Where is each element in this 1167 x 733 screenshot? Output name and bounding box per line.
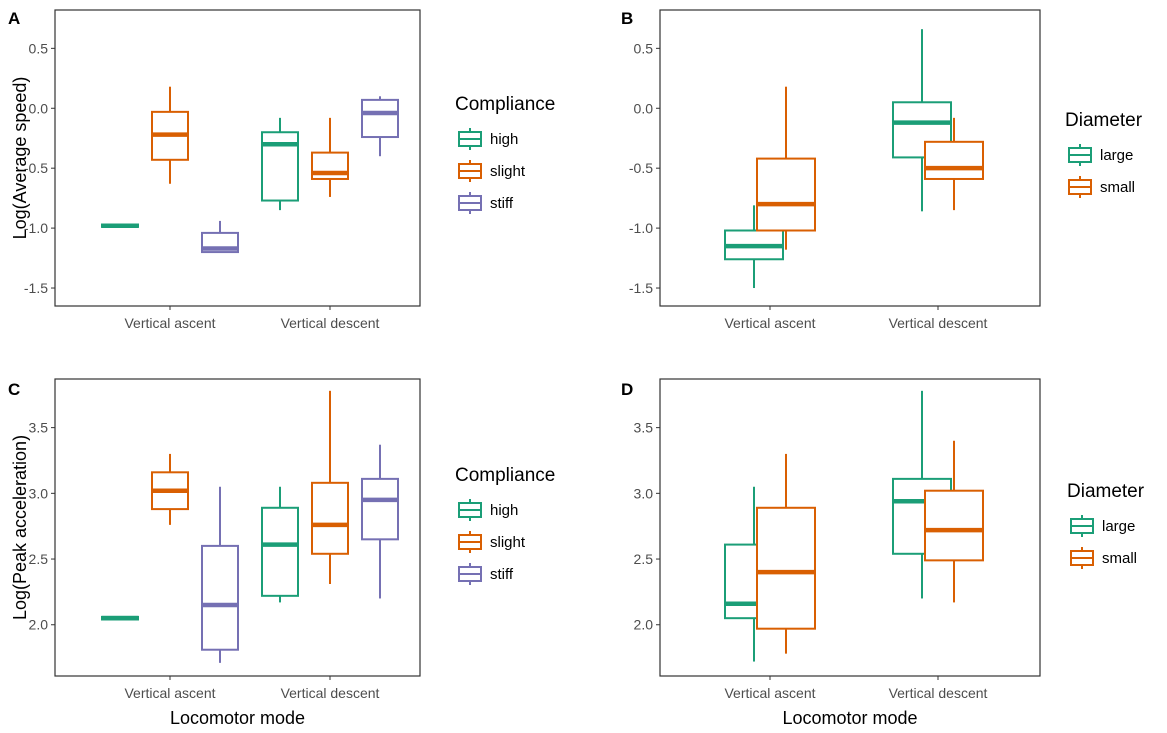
legend-key-large bbox=[1070, 515, 1094, 537]
x-axis-title: Locomotor mode bbox=[170, 708, 305, 728]
box-slight-descent bbox=[311, 390, 349, 585]
plot-frame bbox=[659, 9, 1041, 307]
x-tick-label: Vertical ascent bbox=[724, 685, 815, 701]
box-high-ascent bbox=[101, 615, 139, 621]
x-axis-title: Locomotor mode bbox=[782, 708, 917, 728]
box-high-descent bbox=[261, 486, 299, 603]
box-stiff-ascent bbox=[201, 486, 239, 663]
y-tick-label: -0.5 bbox=[24, 160, 48, 176]
legend-label-stiff: stiff bbox=[490, 566, 514, 583]
plot-frame bbox=[54, 378, 421, 677]
box-slight-descent bbox=[311, 117, 349, 197]
legend-label-small: small bbox=[1100, 179, 1135, 196]
y-tick-label: 3.5 bbox=[634, 420, 654, 436]
legend-label-large: large bbox=[1102, 518, 1135, 535]
y-tick-label: 2.5 bbox=[29, 551, 49, 567]
legend: Compliance high slight stiff bbox=[455, 94, 555, 214]
y-tick-label: -1.0 bbox=[629, 220, 653, 236]
y-tick-label: 0.5 bbox=[634, 40, 654, 56]
legend-label-large: large bbox=[1100, 147, 1133, 164]
legend-key-high bbox=[458, 499, 482, 521]
y-tick-label: 3.0 bbox=[634, 485, 654, 501]
x-tick-label: Vertical ascent bbox=[124, 685, 215, 701]
y-tick-label: -1.5 bbox=[24, 280, 48, 296]
box-body bbox=[924, 140, 984, 180]
box-small-ascent bbox=[756, 86, 816, 250]
y-axis-title: Log(Average speed) bbox=[10, 77, 30, 240]
panel-label: C bbox=[8, 380, 20, 399]
legend: Diameter large small bbox=[1065, 110, 1143, 198]
box-slight-ascent bbox=[151, 86, 189, 184]
box-body bbox=[361, 477, 399, 541]
box-large-descent bbox=[892, 29, 952, 212]
box-large-ascent bbox=[724, 205, 784, 289]
panel-label: D bbox=[621, 380, 633, 399]
box-high-ascent bbox=[101, 223, 139, 228]
plot-frame bbox=[54, 9, 421, 307]
y-tick-label: 2.0 bbox=[634, 617, 654, 633]
plot-frame bbox=[659, 378, 1041, 677]
y-tick-label: 2.0 bbox=[29, 617, 49, 633]
y-tick-label: -0.5 bbox=[629, 160, 653, 176]
legend-key-high bbox=[458, 128, 482, 150]
panel-d: D 3.5 3.0 2.5 2.0 Vertical ascent Vertical des… bbox=[621, 378, 1145, 728]
panel-label: A bbox=[8, 9, 20, 28]
y-tick-label: 0.0 bbox=[29, 100, 49, 116]
legend-title: Compliance bbox=[455, 94, 555, 115]
legend-title: Diameter bbox=[1067, 481, 1145, 502]
box-body bbox=[361, 98, 399, 139]
y-tick-label: 0.5 bbox=[29, 40, 49, 56]
y-tick-label: -1.5 bbox=[629, 280, 653, 296]
x-tick-label: Vertical descent bbox=[889, 685, 988, 701]
legend-label-high: high bbox=[490, 131, 518, 148]
y-tick-label: 3.5 bbox=[29, 420, 49, 436]
box-body bbox=[756, 157, 816, 232]
legend-key-large bbox=[1068, 144, 1092, 166]
box-small-descent bbox=[924, 117, 984, 211]
box-small-ascent bbox=[756, 453, 816, 654]
legend-label-small: small bbox=[1102, 550, 1137, 567]
legend-key-slight bbox=[458, 531, 482, 553]
box-high-descent bbox=[261, 117, 299, 211]
box-small-descent bbox=[924, 440, 984, 603]
legend-label-slight: slight bbox=[490, 163, 526, 180]
x-tick-label: Vertical descent bbox=[889, 315, 988, 331]
panel-c: C 3.5 3.0 2.5 2.0 Vertical ascent Vertical des… bbox=[8, 378, 555, 728]
panel-b: B0.5 0.0 -0.5 -1.0 -1.5 Vertical ascent Vertic… bbox=[621, 9, 1143, 331]
box-slight-ascent bbox=[151, 453, 189, 525]
x-tick-label: Vertical descent bbox=[281, 685, 380, 701]
box-stiff-descent bbox=[361, 96, 399, 157]
legend: Diameter large small bbox=[1067, 481, 1145, 569]
y-tick-label: 2.5 bbox=[634, 551, 654, 567]
box-body bbox=[311, 481, 349, 555]
x-tick-label: Vertical descent bbox=[281, 315, 380, 331]
box-body bbox=[756, 506, 816, 630]
y-tick-label: -1.0 bbox=[24, 220, 48, 236]
x-tick-label: Vertical ascent bbox=[724, 315, 815, 331]
box-body bbox=[924, 489, 984, 562]
legend-key-stiff bbox=[458, 563, 482, 585]
legend-label-high: high bbox=[490, 502, 518, 519]
box-body bbox=[201, 544, 239, 651]
legend-key-small bbox=[1068, 176, 1092, 198]
legend-key-slight bbox=[458, 160, 482, 182]
legend-title: Compliance bbox=[455, 465, 555, 486]
y-tick-label: 3.0 bbox=[29, 485, 49, 501]
box-body bbox=[261, 506, 299, 597]
y-tick-label: 0.0 bbox=[634, 100, 654, 116]
legend-label-slight: slight bbox=[490, 534, 526, 551]
panel-a: A 0.5 0.0 -0.5 -1.0 -1.5 Vertical ascent Vertic… bbox=[8, 9, 555, 331]
legend-title: Diameter bbox=[1065, 110, 1143, 131]
legend: Compliance high slight stiff bbox=[455, 465, 555, 585]
x-tick-label: Vertical ascent bbox=[124, 315, 215, 331]
legend-key-small bbox=[1070, 547, 1094, 569]
legend-key-stiff bbox=[458, 192, 482, 214]
box-stiff-descent bbox=[361, 444, 399, 599]
panel-label: B bbox=[621, 9, 633, 28]
y-axis-title: Log(Peak acceleration) bbox=[10, 435, 30, 620]
legend-label-stiff: stiff bbox=[490, 195, 514, 212]
box-stiff-ascent bbox=[201, 220, 239, 254]
